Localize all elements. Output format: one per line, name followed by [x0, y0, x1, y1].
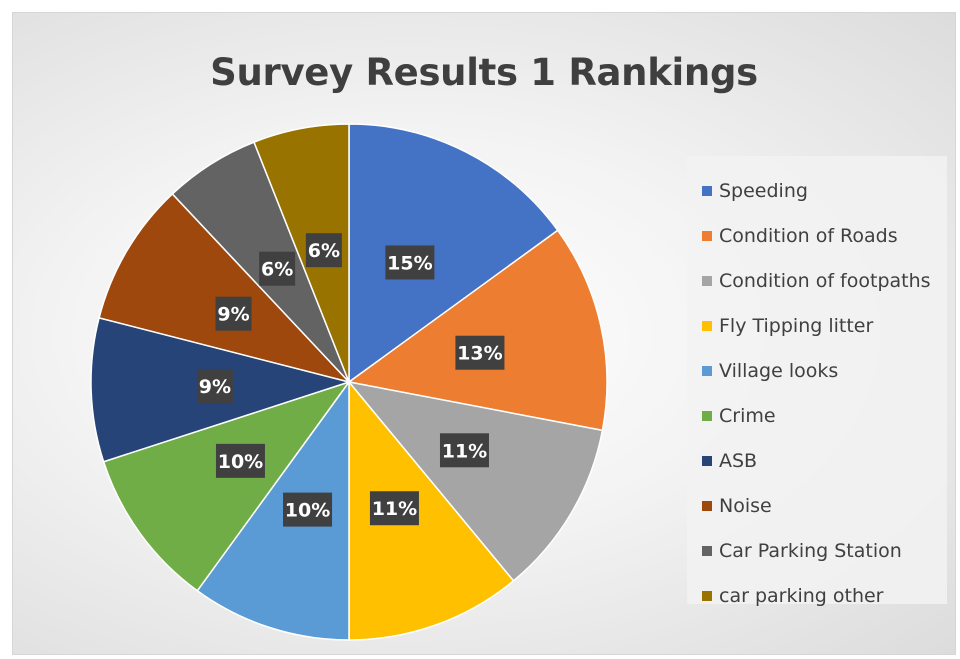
data-label-box — [455, 335, 505, 370]
legend-swatch — [702, 545, 712, 556]
legend-label: Village looks — [719, 359, 839, 382]
legend-swatch — [702, 320, 712, 331]
legend-item: Speeding — [687, 168, 947, 213]
legend: Speeding Condition of Roads Condition of f… — [687, 156, 947, 607]
legend-swatch — [702, 275, 712, 286]
data-label-text: 6% — [308, 240, 340, 262]
data-label-box — [283, 492, 333, 527]
legend-label: Condition of footpaths — [719, 269, 931, 292]
pie-slice-1 — [348, 123, 559, 384]
data-label-3: 11% — [439, 433, 489, 468]
chart-area: Survey Results 1 Rankings 15% 13% 11% 11% 10… — [12, 12, 956, 655]
data-label-text: 13% — [457, 343, 502, 365]
data-label-7: 9% — [196, 369, 233, 404]
data-label-box — [196, 369, 233, 404]
legend-label: Crime — [719, 404, 776, 427]
data-label-text: 10% — [285, 500, 330, 522]
data-label-6: 10% — [215, 443, 265, 478]
legend-swatch — [702, 185, 712, 196]
legend-item: car parking other — [687, 573, 947, 618]
data-label-text: 9% — [199, 376, 231, 398]
legend-item: Village looks — [687, 348, 947, 393]
data-label-10: 6% — [305, 233, 342, 268]
legend-swatch — [702, 230, 712, 241]
data-label-text: 11% — [372, 498, 417, 520]
legend-label: Fly Tipping litter — [719, 314, 874, 337]
data-label-box — [439, 433, 489, 468]
legend-label: Car Parking Station — [719, 539, 902, 562]
data-label-box — [215, 443, 265, 478]
pie-slice-6 — [102, 380, 351, 592]
data-label-box — [305, 233, 342, 268]
legend-item: Noise — [687, 483, 947, 528]
data-label-box — [259, 251, 296, 286]
pie-slice-5 — [196, 379, 350, 641]
data-label-box — [369, 491, 419, 526]
data-label-text: 6% — [261, 259, 293, 281]
legend-swatch — [702, 455, 712, 466]
data-label-5: 10% — [283, 492, 333, 527]
legend-item: ASB — [687, 438, 947, 483]
legend-swatch — [702, 590, 712, 601]
pie-slice-2 — [347, 229, 608, 432]
legend-item: Condition of footpaths — [687, 258, 947, 303]
legend-swatch — [702, 365, 712, 376]
pie-slice-3 — [347, 380, 604, 582]
legend-item: Condition of Roads — [687, 213, 947, 258]
data-label-4: 11% — [369, 491, 419, 526]
data-label-text: 9% — [217, 304, 249, 326]
legend-label: Condition of Roads — [719, 224, 898, 247]
data-label-1: 15% — [385, 245, 435, 280]
pie-slice-4 — [348, 379, 515, 641]
legend-label: car parking other — [719, 584, 884, 607]
data-label-text: 15% — [387, 252, 432, 274]
data-label-8: 9% — [215, 296, 252, 331]
legend-item: Fly Tipping litter — [687, 303, 947, 348]
legend-label: Speeding — [719, 179, 808, 202]
legend-swatch — [702, 500, 712, 511]
legend-label: Noise — [719, 494, 772, 517]
pie-chart: 15% 13% 11% 11% 10% 10% 9% 9% 6% 6% — [90, 123, 608, 641]
data-label-box — [385, 245, 435, 280]
legend-swatch — [702, 410, 712, 421]
chart-title: Survey Results 1 Rankings — [210, 51, 758, 94]
legend-item: Car Parking Station — [687, 528, 947, 573]
legend-item: Crime — [687, 393, 947, 438]
data-label-box — [215, 296, 252, 331]
data-label-text: 10% — [218, 451, 263, 473]
legend-label: ASB — [719, 449, 758, 472]
data-label-2: 13% — [455, 335, 505, 370]
data-label-text: 11% — [442, 440, 487, 462]
pie-slice-8 — [98, 192, 352, 384]
data-label-9: 6% — [259, 251, 296, 286]
pie-slice-10 — [253, 123, 350, 383]
